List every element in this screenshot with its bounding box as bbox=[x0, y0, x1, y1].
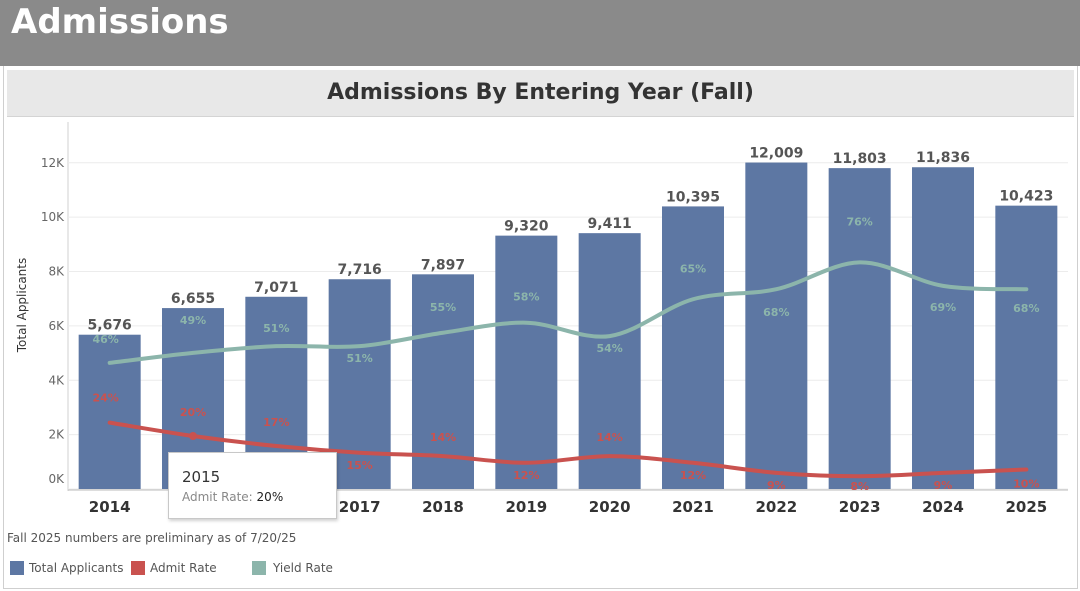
x-tick-label: 2019 bbox=[505, 498, 547, 516]
yield-rate-label: 58% bbox=[513, 291, 539, 304]
tooltip-label: Admit Rate: bbox=[182, 490, 253, 504]
admit-rate-label: 24% bbox=[92, 392, 118, 405]
yield-rate-label: 51% bbox=[346, 352, 372, 365]
yield-rate-label: 46% bbox=[92, 333, 118, 346]
bar-value-label: 10,395 bbox=[666, 189, 720, 205]
chart-title-bar: Admissions By Entering Year (Fall) bbox=[7, 70, 1074, 117]
tooltip-year: 2015 bbox=[182, 468, 221, 486]
admit-rate-label: 9% bbox=[767, 479, 786, 492]
admit-rate-line bbox=[107, 420, 1029, 479]
y-tick-label: 10K bbox=[41, 210, 65, 224]
bar-value-label: 9,320 bbox=[504, 219, 549, 235]
y-tick-label: 4K bbox=[48, 373, 65, 387]
chart-title: Admissions By Entering Year (Fall) bbox=[327, 80, 754, 105]
bar-value-label: 12,009 bbox=[749, 146, 803, 162]
yield-rate-label: 49% bbox=[180, 314, 206, 327]
x-tick-label: 2020 bbox=[589, 498, 631, 516]
bar bbox=[78, 334, 141, 489]
y-tick-label: 6K bbox=[48, 319, 65, 333]
yield-rate-label: 55% bbox=[430, 301, 456, 314]
x-tick-label: 2021 bbox=[672, 498, 714, 516]
page-title: Admissions bbox=[11, 2, 229, 42]
legend-label: Total Applicants bbox=[29, 561, 124, 575]
bar-value-label: 11,803 bbox=[833, 151, 887, 167]
yield-rate-label: 76% bbox=[846, 215, 872, 228]
legend-swatch bbox=[252, 561, 266, 575]
tooltip-line: Admit Rate: 20% bbox=[182, 490, 283, 504]
bar bbox=[912, 167, 974, 489]
y-tick-label: 12K bbox=[41, 156, 65, 170]
yield-rate-label: 54% bbox=[596, 342, 622, 355]
x-tick-label: 2017 bbox=[339, 498, 381, 516]
admit-rate-label: 9% bbox=[934, 479, 953, 492]
tooltip: 2015 Admit Rate: 20% bbox=[168, 452, 337, 519]
admit-rate-point-highlight bbox=[189, 432, 197, 440]
footnote: Fall 2025 numbers are preliminary as of … bbox=[7, 531, 297, 545]
admit-rate-label: 14% bbox=[430, 431, 456, 444]
yield-rate-label: 51% bbox=[263, 322, 289, 335]
bar-value-label: 6,655 bbox=[171, 291, 215, 307]
legend-swatch bbox=[10, 561, 24, 575]
admit-rate-label: 15% bbox=[346, 459, 372, 472]
admit-rate-label: 12% bbox=[513, 469, 539, 482]
x-tick-label: 2023 bbox=[839, 498, 881, 516]
x-tick-label: 2014 bbox=[89, 498, 131, 516]
bar bbox=[995, 205, 1058, 490]
yield-rate-label: 68% bbox=[1013, 302, 1039, 315]
y-tick-label: 0K bbox=[48, 472, 65, 486]
admit-rate-label: 20% bbox=[180, 406, 206, 419]
bar bbox=[662, 206, 724, 489]
bar bbox=[328, 279, 391, 489]
x-tick-label: 2018 bbox=[422, 498, 464, 516]
bar-value-label: 7,716 bbox=[338, 262, 382, 278]
admit-rate-label: 10% bbox=[1013, 478, 1039, 491]
admit-rate-label: 14% bbox=[596, 431, 622, 444]
legend-label: Admit Rate bbox=[150, 561, 217, 575]
bar bbox=[828, 168, 891, 490]
x-tick-label: 2025 bbox=[1005, 498, 1047, 516]
bar bbox=[578, 233, 641, 489]
yield-rate-label: 68% bbox=[763, 306, 789, 319]
bar-value-label: 10,423 bbox=[999, 189, 1053, 205]
bar-value-label: 11,836 bbox=[916, 150, 970, 166]
bar-value-label: 9,411 bbox=[588, 216, 632, 232]
x-tick-label: 2022 bbox=[755, 498, 797, 516]
legend-swatch bbox=[131, 561, 145, 575]
bar-value-label: 5,676 bbox=[88, 318, 132, 334]
admit-rate-label: 17% bbox=[263, 416, 289, 429]
bar-value-label: 7,071 bbox=[254, 280, 298, 296]
bar bbox=[495, 235, 558, 489]
page-header: Admissions bbox=[0, 0, 1080, 66]
tooltip-value: 20% bbox=[256, 490, 284, 504]
yield-rate-line bbox=[107, 260, 1029, 365]
admit-rate-label: 8% bbox=[850, 480, 869, 493]
bar bbox=[745, 162, 808, 489]
y-tick-label: 2K bbox=[48, 428, 65, 442]
yield-rate-label: 69% bbox=[930, 301, 956, 314]
y-tick-label: 8K bbox=[48, 265, 65, 279]
yield-rate-label: 65% bbox=[680, 262, 706, 275]
y-axis-label: Total Applicants bbox=[15, 258, 29, 353]
bar-value-label: 7,897 bbox=[421, 257, 465, 273]
legend-label: Yield Rate bbox=[273, 561, 333, 575]
admit-rate-label: 12% bbox=[680, 469, 706, 482]
x-tick-label: 2024 bbox=[922, 498, 964, 516]
